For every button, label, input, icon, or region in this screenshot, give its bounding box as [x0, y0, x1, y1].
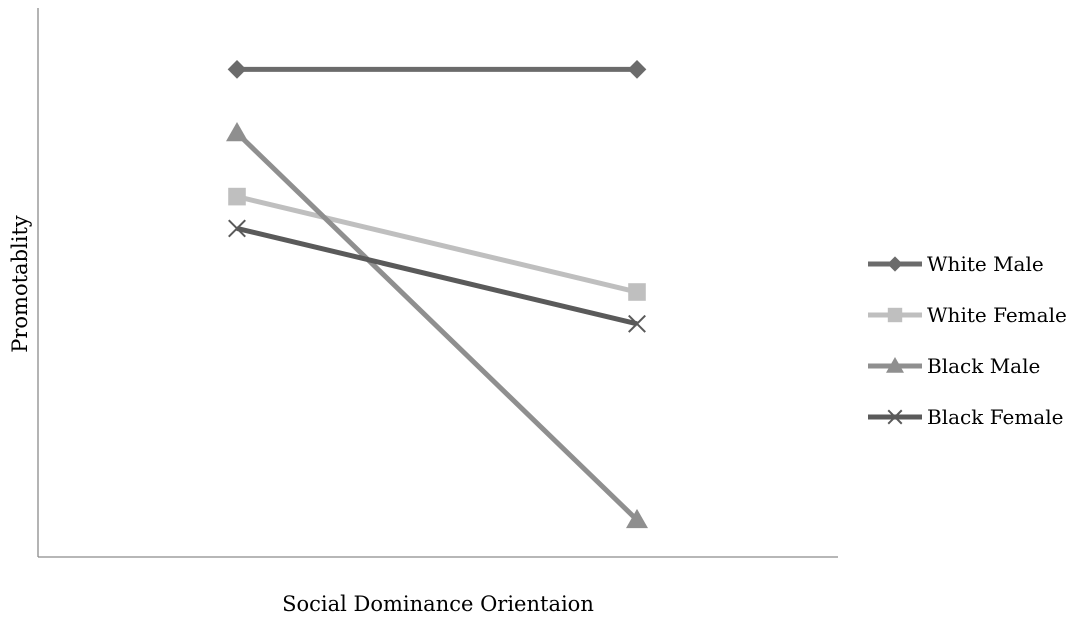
- series-layer: [226, 60, 648, 529]
- legend-item-white-male: White Male: [868, 252, 1044, 276]
- legend-item-black-male: Black Male: [868, 354, 1040, 378]
- legend-marker-white-male: [887, 256, 903, 272]
- point-white-female-1: [228, 187, 246, 206]
- legend-label-black-female: Black Female: [927, 405, 1063, 429]
- y-axis-label: Promotablity: [8, 215, 32, 353]
- legend-label-white-male: White Male: [927, 252, 1044, 276]
- point-black-male-2: [626, 508, 648, 529]
- axes: [37, 8, 838, 558]
- legend: White Male White Female Black Male Black Fe…: [868, 252, 1067, 429]
- x-axis-label: Social Dominance Orientaion: [282, 592, 594, 616]
- legend-label-black-male: Black Male: [927, 354, 1040, 378]
- point-white-male-2: [627, 60, 647, 79]
- legend-item-white-female: White Female: [868, 303, 1067, 327]
- series-line-black-male: [235, 131, 639, 522]
- point-black-male-1: [226, 122, 248, 142]
- point-black-female-1: [228, 219, 246, 238]
- legend-marker-black-female: [887, 409, 903, 425]
- point-white-male-1: [227, 60, 247, 79]
- legend-item-black-female: Black Female: [868, 405, 1063, 429]
- point-white-female-2: [628, 283, 646, 301]
- legend-marker-white-female: [887, 307, 903, 323]
- point-black-female-2: [628, 314, 646, 333]
- series-line-black-female: [236, 225, 638, 327]
- legend-label-white-female: White Female: [927, 303, 1067, 327]
- legend-marker-black-male: [886, 357, 904, 373]
- series-line-white-female: [236, 194, 638, 295]
